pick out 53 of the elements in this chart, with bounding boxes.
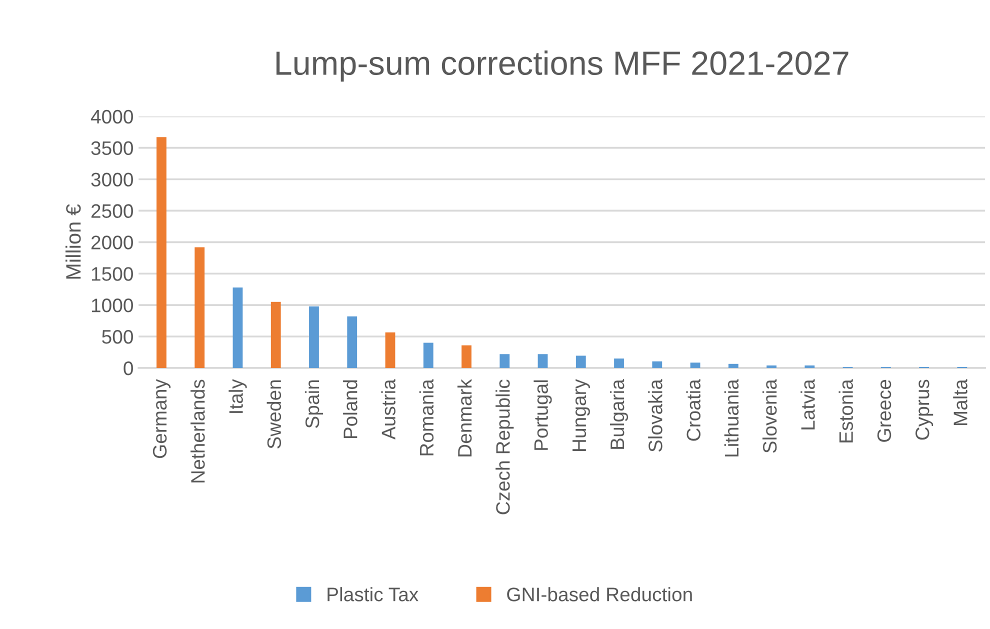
legend-label: GNI-based Reduction	[507, 587, 692, 602]
x-tick-label: Netherlands	[190, 380, 205, 482]
y-tick-label: 500	[102, 330, 133, 344]
x-tick-label: Denmark	[457, 379, 472, 456]
bar	[690, 362, 700, 368]
y-tick-label: 2000	[91, 236, 133, 250]
bar	[576, 356, 586, 368]
bar	[804, 365, 815, 368]
x-tick-label: Spain	[304, 380, 324, 428]
x-tick-label: Cyprus	[915, 380, 934, 440]
x-tick-label: Greece	[877, 380, 892, 442]
y-tick-label: 1000	[92, 298, 133, 312]
bar	[652, 361, 662, 368]
legend-label: Plastic Tax	[328, 587, 418, 602]
bar	[309, 306, 319, 368]
bar	[194, 247, 205, 368]
y-tick-label: 4000	[90, 110, 133, 124]
x-tick-label: Germany	[152, 379, 171, 458]
x-tick-label: Slovakia	[648, 379, 662, 452]
y-tick-label: 3000	[91, 172, 133, 186]
y-axis-title: Million €	[66, 204, 81, 279]
y-tick-label: 2500	[91, 204, 133, 218]
bar	[462, 345, 472, 368]
x-tick-label: Hungary	[572, 379, 590, 451]
x-tick-label: Italy	[228, 379, 247, 413]
x-tick-label: Croatia	[686, 379, 700, 441]
bar	[766, 365, 776, 368]
x-tick-label: Estonia	[838, 379, 854, 442]
x-tick-label: Romania	[419, 379, 434, 456]
bar	[728, 364, 738, 368]
chart-title: Lump-sum corrections MFF 2021-2027	[276, 50, 848, 82]
y-tick-label: 1500	[92, 267, 133, 281]
x-tick-label: Czech Republic	[496, 380, 514, 514]
bar	[232, 287, 243, 368]
bar	[385, 332, 396, 368]
bar	[538, 354, 548, 368]
x-tick-label: Lithuania	[724, 379, 739, 456]
bar	[347, 316, 358, 368]
x-tick-label: Slovenia	[762, 379, 777, 453]
bar	[156, 137, 166, 368]
x-tick-label: Bulgaria	[610, 379, 628, 449]
x-tick-label: Poland	[343, 380, 358, 438]
x-tick-label: Austria	[381, 379, 396, 440]
bar	[500, 354, 510, 368]
y-tick-label: 0	[124, 361, 133, 376]
x-tick-label: Sweden	[266, 380, 282, 448]
x-tick-label: Malta	[953, 379, 968, 426]
x-tick-label: Latvia	[800, 379, 815, 430]
bar	[423, 342, 434, 368]
bar	[614, 358, 624, 368]
y-tick-label: 3500	[91, 141, 133, 156]
bar	[270, 302, 281, 368]
x-tick-label: Portugal	[534, 380, 552, 450]
